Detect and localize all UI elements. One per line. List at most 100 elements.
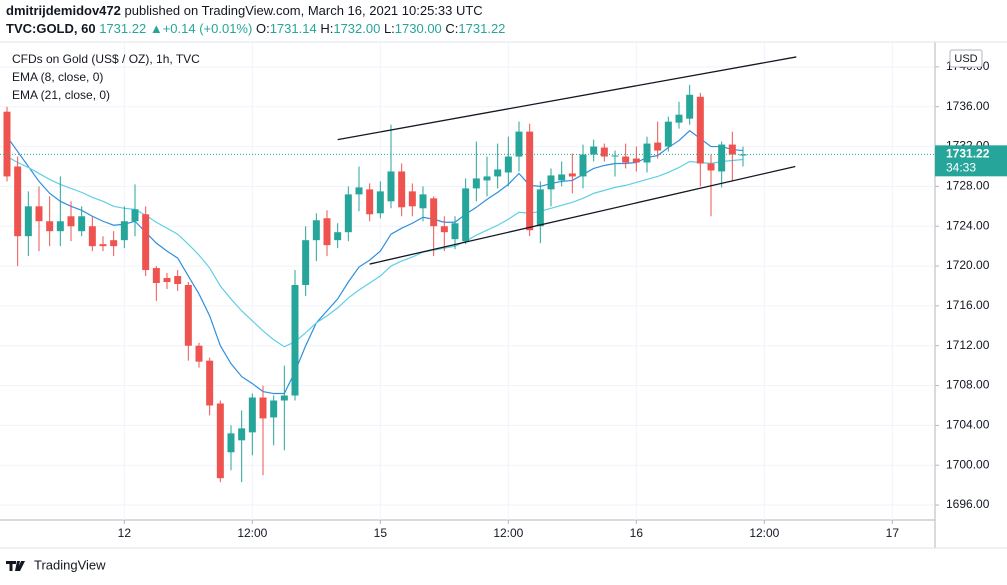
candle-body bbox=[654, 142, 662, 151]
y-tick-label: 1696.00 bbox=[946, 497, 990, 511]
candle-body bbox=[227, 433, 235, 453]
candle-body bbox=[483, 176, 491, 181]
candle-body bbox=[579, 154, 587, 177]
candle-body bbox=[35, 206, 43, 222]
candle-body bbox=[291, 284, 299, 396]
candle-body bbox=[728, 144, 736, 155]
last-price-label: 1731.22 bbox=[946, 147, 990, 161]
candle-body bbox=[622, 156, 630, 163]
candle-body bbox=[280, 395, 288, 401]
candle-body bbox=[14, 166, 22, 237]
candle-body bbox=[46, 221, 54, 232]
l-label: L: bbox=[384, 21, 395, 36]
y-tick-label: 1736.00 bbox=[946, 99, 990, 113]
candle-body bbox=[56, 221, 64, 232]
candle-body bbox=[643, 143, 651, 163]
header-line: dmitrijdemidov472 published on TradingVi… bbox=[6, 3, 483, 18]
countdown-label: 34:33 bbox=[946, 161, 976, 175]
candle-body bbox=[24, 206, 32, 237]
y-tick-label: 1728.00 bbox=[946, 179, 990, 193]
candle-body bbox=[590, 146, 598, 155]
candle-body bbox=[334, 232, 342, 241]
candle-body bbox=[88, 226, 96, 247]
candle-body bbox=[494, 169, 502, 177]
candle-body bbox=[547, 175, 555, 190]
c-label: C: bbox=[445, 21, 458, 36]
candle-body bbox=[398, 171, 406, 208]
candle-body bbox=[259, 397, 267, 419]
candle-body bbox=[632, 158, 640, 163]
candle-body bbox=[686, 94, 694, 119]
legend-entry: EMA (21, close, 0) bbox=[12, 88, 110, 102]
candle-body bbox=[238, 428, 246, 441]
candle-body bbox=[568, 173, 576, 177]
candle-body bbox=[451, 223, 459, 240]
logo-icon bbox=[6, 561, 25, 571]
change: +0.14 (+0.01%) bbox=[163, 21, 253, 36]
candle-body bbox=[440, 226, 448, 233]
o-value: 1731.14 bbox=[270, 21, 317, 36]
y-tick-label: 1708.00 bbox=[946, 378, 990, 392]
candle-body bbox=[248, 397, 256, 433]
y-tick-label: 1720.00 bbox=[946, 258, 990, 272]
candle-body bbox=[3, 111, 11, 177]
candle-body bbox=[675, 114, 683, 123]
candle-body bbox=[472, 178, 480, 189]
x-tick-label: 12:00 bbox=[237, 526, 267, 540]
publisher: dmitrijdemidov472 bbox=[6, 3, 121, 18]
x-tick-label: 15 bbox=[374, 526, 388, 540]
candle-body bbox=[376, 191, 384, 214]
candle-body bbox=[600, 147, 608, 157]
candle-body bbox=[344, 194, 352, 233]
candle-body bbox=[696, 96, 704, 164]
candle-body bbox=[163, 278, 171, 282]
candle-body bbox=[366, 189, 374, 215]
quote-line: TVC:GOLD, 60 1731.22 ▲+0.14 (+0.01%) O:1… bbox=[6, 21, 505, 36]
ema-line bbox=[6, 129, 744, 395]
candle-body bbox=[67, 216, 75, 227]
candle-body bbox=[355, 187, 363, 195]
c-value: 1731.22 bbox=[458, 21, 505, 36]
y-tick-label: 1716.00 bbox=[946, 298, 990, 312]
candle-body bbox=[206, 360, 214, 406]
x-tick-label: 16 bbox=[630, 526, 644, 540]
candle-body bbox=[312, 220, 320, 241]
candle-body bbox=[78, 216, 86, 232]
candle-body bbox=[110, 240, 118, 247]
candle-body bbox=[718, 144, 726, 172]
candle-body bbox=[707, 163, 715, 171]
y-tick-label: 1700.00 bbox=[946, 457, 990, 471]
footer-logo bbox=[6, 561, 25, 571]
candle-body bbox=[408, 191, 416, 207]
candle-body bbox=[611, 155, 619, 157]
candle-body bbox=[504, 156, 512, 173]
chart-title: CFDs on Gold (US$ / OZ), 1h, TVC bbox=[12, 52, 200, 66]
y-tick-label: 1712.00 bbox=[946, 338, 990, 352]
candle-body bbox=[536, 189, 544, 227]
o-label: O: bbox=[256, 21, 270, 36]
candle-body bbox=[515, 131, 523, 157]
candle-body bbox=[302, 240, 310, 285]
candle-body bbox=[430, 198, 438, 227]
candle-body bbox=[526, 131, 534, 231]
currency-label: USD bbox=[954, 53, 977, 65]
candle-body bbox=[99, 244, 107, 247]
last-price-box bbox=[935, 145, 1007, 177]
last: 1731.22 bbox=[99, 21, 146, 36]
x-tick-label: 12:00 bbox=[493, 526, 523, 540]
arrow: ▲ bbox=[150, 21, 163, 36]
candle-body bbox=[142, 214, 150, 271]
candle-body bbox=[323, 218, 331, 246]
symbol: TVC:GOLD, 60 bbox=[6, 21, 96, 36]
x-tick-label: 12:00 bbox=[749, 526, 779, 540]
y-tick-label: 1724.00 bbox=[946, 218, 990, 232]
trendline bbox=[337, 56, 797, 141]
y-tick-label: 1704.00 bbox=[946, 418, 990, 432]
candle-body bbox=[419, 194, 427, 209]
currency-box bbox=[949, 49, 983, 68]
footer-brand: TradingView bbox=[34, 557, 106, 572]
candle-body bbox=[131, 209, 139, 222]
legend-entry: EMA (8, close, 0) bbox=[12, 70, 103, 84]
candle-body bbox=[664, 121, 672, 147]
